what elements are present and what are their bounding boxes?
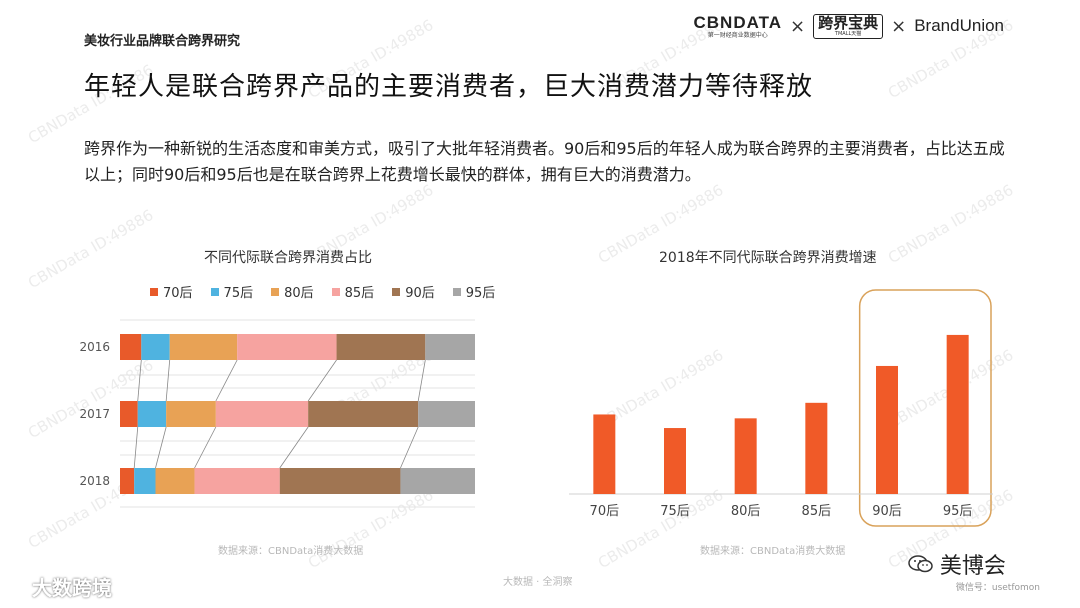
legend-swatch — [210, 287, 219, 296]
series-connector-line — [215, 359, 238, 402]
series-connector-line — [400, 426, 419, 469]
partner-logos: CBNDATA 第一财经商业数据中心 × 跨界宝典 TMALL天猫 × Bran… — [693, 8, 1004, 44]
tmall-logo-subtitle: TMALL天猫 — [834, 30, 862, 37]
wechat-icon — [908, 555, 933, 573]
stacked-bar-segment — [194, 468, 280, 494]
y-tick-label: 2018 — [79, 474, 110, 488]
growth-bar — [664, 428, 686, 494]
x-tick-label: 95后 — [943, 504, 973, 519]
stacked-bar-segment — [141, 334, 170, 360]
stacked-bar-segment — [279, 468, 401, 494]
footer-left-brand-text: 大数跨境 — [32, 576, 112, 600]
tmall-crossover-logo: 跨界宝典 TMALL天猫 — [813, 13, 884, 39]
stacked-bar-segment — [155, 468, 195, 494]
legend-swatch — [271, 287, 280, 296]
y-tick-label: 2016 — [79, 340, 110, 354]
stacked-bar-segment — [120, 468, 135, 494]
x-tick-label: 70后 — [590, 504, 620, 519]
series-connector-line — [417, 359, 426, 402]
legend-swatch — [392, 287, 401, 296]
cbndata-logo-text: CBNDATA — [693, 12, 783, 32]
x-tick-label: 75后 — [660, 504, 690, 519]
stacked-bar-segment — [308, 401, 419, 427]
growth-bar — [946, 334, 969, 494]
stacked-bar-segment — [120, 334, 142, 360]
stacked-bar-segment — [134, 468, 156, 494]
tmall-logo-text: 跨界宝典 — [818, 13, 879, 32]
growth-bar — [876, 365, 898, 494]
legend-item: 95后 — [452, 282, 496, 301]
legend-label: 90后 — [405, 286, 435, 301]
stacked-bar-segment — [166, 401, 216, 427]
stacked-bar-segment — [215, 401, 309, 427]
report-label: 美妆行业品牌联合跨界研究 — [84, 34, 241, 49]
growth-bar — [805, 402, 828, 494]
logo-separator: × — [891, 15, 907, 37]
stacked-bar-segment — [336, 334, 426, 360]
series-connector-line — [307, 359, 337, 402]
legend-item: 80后 — [271, 282, 314, 301]
legend-item: 70后 — [150, 282, 193, 301]
x-tick-label: 80后 — [731, 504, 761, 519]
right-chart-title: 2018年不同代际联合跨界消费增速 — [659, 250, 877, 266]
legend-item: 85后 — [331, 282, 375, 301]
footer-left-brand: 大数跨境 — [6, 572, 112, 601]
x-tick-label: 85后 — [802, 504, 832, 519]
stacked-bar-segment — [425, 334, 475, 360]
footer-center-text: 大数据 · 全洞察 — [503, 577, 573, 588]
cross-border-logo-icon — [7, 576, 27, 597]
legend-swatch — [150, 287, 158, 296]
legend-label: 85后 — [344, 286, 375, 301]
stacked-bar-segment — [120, 401, 138, 427]
legend-swatch — [452, 287, 461, 296]
series-connector-line — [155, 426, 167, 469]
legend-label: 80后 — [284, 286, 314, 301]
legend-label: 70后 — [163, 286, 193, 301]
series-connector-line — [279, 426, 309, 469]
cbndata-logo: CBNDATA 第一财经商业数据中心 — [693, 14, 782, 39]
stacked-bar-segment — [169, 334, 238, 360]
stacked-bar-segment — [237, 334, 337, 360]
footer-right-brand: 美博会 微信号：usetfomon — [908, 548, 1040, 593]
legend-label: 75后 — [223, 286, 254, 301]
y-tick-label: 2017 — [79, 407, 110, 421]
series-connector-line — [194, 426, 217, 469]
legend-item: 90后 — [392, 282, 435, 301]
growth-bar — [734, 418, 757, 494]
page-headline: 年轻人是联合跨界产品的主要消费者，巨大消费潜力等待释放 — [84, 72, 814, 102]
legend-item: 75后 — [210, 282, 254, 301]
series-connector-line — [133, 426, 139, 469]
footer-right-site: 微信号：usetfomon — [955, 583, 1040, 593]
cbndata-logo-subtitle: 第一财经商业数据中心 — [707, 31, 768, 39]
highlight-box — [858, 289, 992, 527]
legend-swatch — [331, 287, 340, 296]
series-connector-line — [137, 359, 142, 402]
left-chart-title: 不同代际联合跨界消费占比 — [204, 250, 372, 266]
stacked-bar-segment — [418, 401, 475, 427]
logo-separator: × — [790, 15, 806, 37]
growth-bar — [593, 414, 616, 494]
x-tick-label: 90后 — [872, 504, 902, 519]
stacked-bar-segment — [137, 401, 167, 427]
legend-label: 95后 — [465, 286, 496, 301]
body-paragraph: 跨界作为一种新锐的生活态度和审美方式，吸引了大批年轻消费者。90后和95后的年轻… — [84, 139, 1005, 184]
footer-right-brand-text: 美博会 — [939, 554, 1006, 579]
stacked-bar-segment — [400, 468, 475, 494]
left-chart-source: 数据来源：CBNData消费大数据 — [218, 546, 364, 557]
right-chart-source: 数据来源：CBNData消费大数据 — [700, 546, 846, 557]
brandunion-logo: BrandUnion — [914, 16, 1004, 35]
left-chart-legend: 70后 75后 80后 85后 90后 95后 — [150, 282, 495, 301]
series-connector-line — [165, 359, 171, 402]
